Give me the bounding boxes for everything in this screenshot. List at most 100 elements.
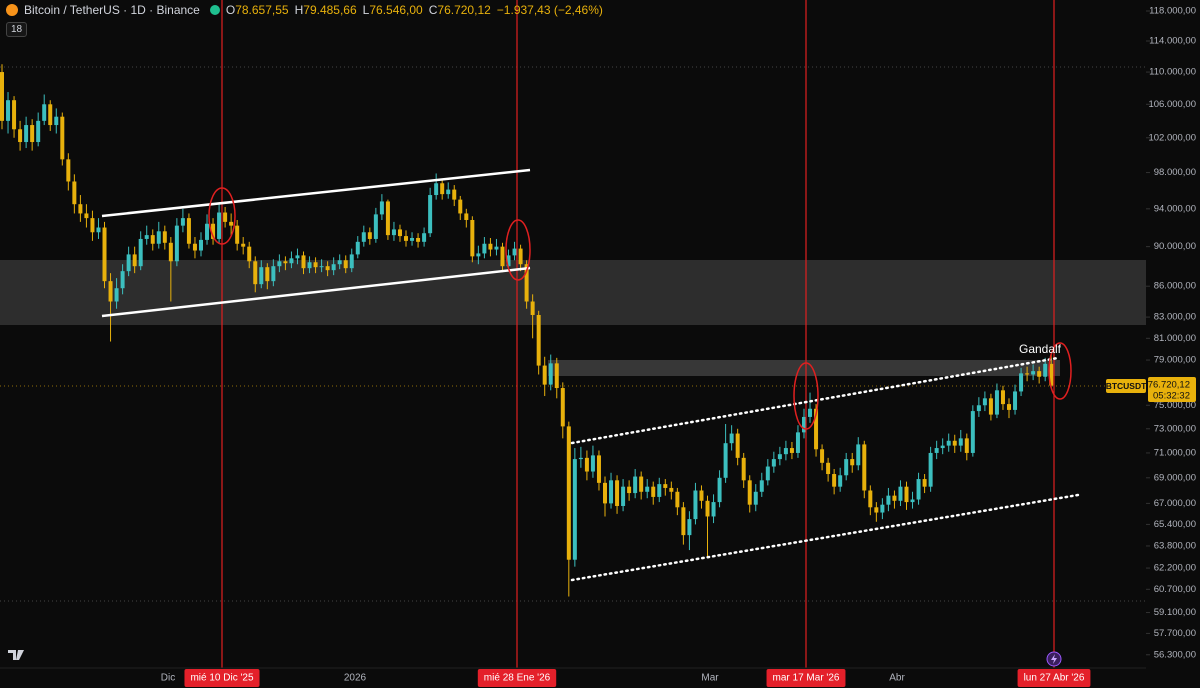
candle-body xyxy=(729,433,734,444)
y-tick-label: 83.000,00 xyxy=(1154,312,1196,323)
candle-body xyxy=(186,218,191,244)
indicator-badge[interactable]: 18 xyxy=(6,22,28,37)
countdown: 05:32:32 xyxy=(1153,391,1190,402)
candle-body xyxy=(578,457,583,460)
y-tick-label: 79.000,00 xyxy=(1154,355,1196,366)
candle-body xyxy=(1037,371,1042,377)
candle-body xyxy=(150,235,155,244)
y-tick-label: 114.000,00 xyxy=(1149,36,1196,47)
candle-body xyxy=(1043,363,1048,377)
candle-body xyxy=(886,495,891,505)
candle-body xyxy=(590,455,595,472)
zones xyxy=(0,66,1146,602)
axes: 118.000,00 114.000,00 110.000,00 106.000,00… xyxy=(0,6,1196,687)
ohlc-item: O78.657,55 xyxy=(226,3,289,17)
ohlc-key: H xyxy=(294,3,304,17)
candle-body xyxy=(464,213,469,220)
candle-body xyxy=(36,120,41,143)
candle-body xyxy=(349,254,354,269)
candle-body xyxy=(132,254,137,267)
candle-body xyxy=(801,416,806,433)
y-tick-label: 106.000,00 xyxy=(1148,99,1196,110)
candle-body xyxy=(862,444,867,491)
candles xyxy=(0,64,1054,597)
candle-body xyxy=(892,495,897,501)
candle-body xyxy=(627,486,632,494)
highlight-ellipse xyxy=(208,187,236,245)
candle-body xyxy=(826,462,831,475)
candle-body xyxy=(313,262,318,268)
candle-body xyxy=(54,116,59,126)
y-tick-label: 118.000,00 xyxy=(1149,6,1196,17)
market-status xyxy=(209,5,220,15)
candle-body xyxy=(446,189,451,195)
y-tick-label: 59.100,00 xyxy=(1154,607,1196,618)
candle-body xyxy=(566,426,571,560)
candle-body xyxy=(307,262,312,269)
candle-body xyxy=(844,459,849,476)
candle-body xyxy=(102,227,107,282)
candle-body xyxy=(1025,373,1030,375)
ohlc-item: C76.720,12 xyxy=(429,3,491,17)
candle-body xyxy=(301,255,306,269)
y-tick-label: 71.000,00 xyxy=(1154,447,1196,458)
candle-body xyxy=(355,241,360,255)
candle-body xyxy=(584,457,589,472)
candle-body xyxy=(428,195,433,234)
candle-body xyxy=(488,243,493,250)
ohlc-value: 78.657,55 xyxy=(235,3,289,17)
candle-body xyxy=(367,232,372,239)
candle-body xyxy=(476,253,481,257)
candle-body xyxy=(48,104,53,126)
candle-body xyxy=(723,443,728,478)
candle-body xyxy=(156,231,161,244)
candle-body xyxy=(795,432,800,453)
event-icon-bolt xyxy=(1051,654,1057,664)
candle-body xyxy=(337,260,342,265)
candle-body xyxy=(657,484,662,497)
candle-body xyxy=(422,233,427,242)
date-marker: mar 17 Mar '26 xyxy=(773,673,840,684)
dotted-channel-line xyxy=(570,356,1060,445)
candle-body xyxy=(452,189,457,200)
candle-body xyxy=(6,100,11,121)
candle-body xyxy=(976,405,981,412)
candle-body xyxy=(295,255,300,259)
candle-body xyxy=(391,229,396,236)
candle-body xyxy=(964,438,969,453)
candle-body xyxy=(572,459,577,560)
highlight-ellipse xyxy=(793,362,819,430)
ohlc-item: H79.485,66 xyxy=(295,3,357,17)
candle-body xyxy=(536,314,541,366)
candle-body xyxy=(198,239,203,251)
candle-body xyxy=(325,266,330,271)
y-tick-label: 69.000,00 xyxy=(1154,472,1196,483)
y-tick-label: 75.000,00 xyxy=(1154,400,1196,411)
candle-body xyxy=(759,480,764,492)
candle-body xyxy=(898,486,903,501)
candle-body xyxy=(404,236,409,241)
candle-body xyxy=(30,125,35,143)
candle-body xyxy=(1007,404,1012,410)
y-tick-label: 67.000,00 xyxy=(1154,498,1196,509)
candle-body xyxy=(838,475,843,487)
candle-body xyxy=(922,479,927,487)
candle-body xyxy=(928,452,933,487)
candle-body xyxy=(72,181,77,205)
highlight-ellipse xyxy=(1048,342,1072,400)
candle-body xyxy=(512,248,517,256)
candle-body xyxy=(138,238,143,267)
candle-body xyxy=(946,440,951,446)
candle-body xyxy=(753,491,758,505)
candle-body xyxy=(699,490,704,501)
candle-body xyxy=(548,363,553,385)
candle-body xyxy=(18,129,23,143)
candle-body xyxy=(168,242,173,262)
candle-body xyxy=(681,507,686,536)
candle-body xyxy=(379,201,384,215)
candle-body xyxy=(988,398,993,415)
candle-body xyxy=(711,502,716,517)
candle-body xyxy=(60,116,65,160)
